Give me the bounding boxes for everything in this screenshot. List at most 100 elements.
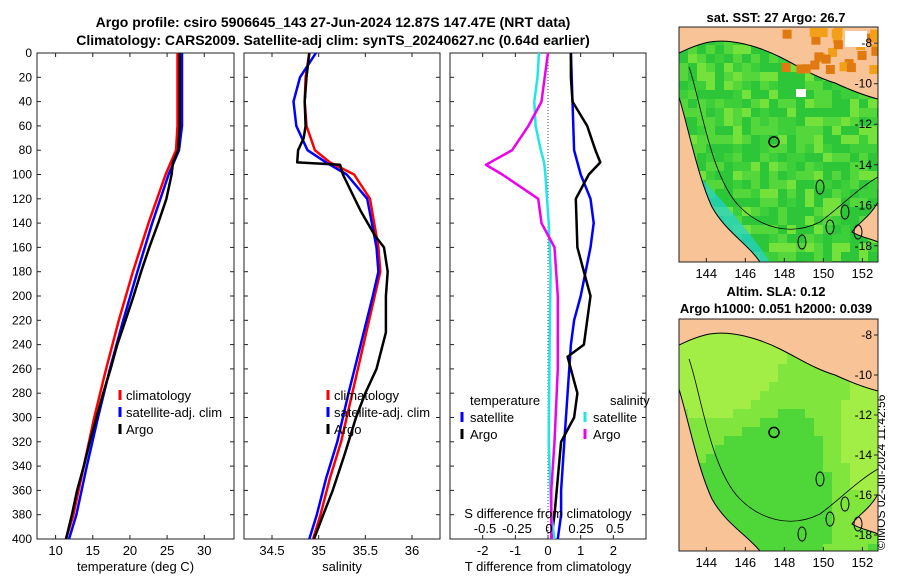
- lon-tick-label: 152: [852, 266, 874, 281]
- sea-cell: [760, 135, 769, 144]
- sea-cell: [796, 445, 805, 454]
- sea-cell: [706, 382, 715, 391]
- sea-cell: [751, 463, 760, 472]
- sea-cell: [751, 427, 760, 436]
- sea-cell: [841, 436, 850, 445]
- sea-cell: [868, 189, 877, 198]
- sea-cell: [796, 126, 805, 135]
- sea-cell: [769, 418, 778, 427]
- sea-cell: [787, 535, 796, 544]
- lat-tick-label: -10: [855, 368, 873, 382]
- sea-cell: [787, 126, 796, 135]
- sea-cell: [841, 243, 850, 252]
- sea-cell: [769, 391, 778, 400]
- sea-cell: [706, 481, 715, 490]
- sea-cell: [823, 373, 832, 382]
- sea-cell: [769, 153, 778, 162]
- sea-cell: [724, 382, 733, 391]
- sea-cell: [814, 373, 823, 382]
- sea-cell: [751, 391, 760, 400]
- sea-cell: [814, 499, 823, 508]
- sea-cell: [733, 108, 742, 117]
- y-tick-label: 20: [19, 70, 33, 84]
- sea-cell: [823, 162, 832, 171]
- lon-tick-label: 146: [734, 266, 756, 281]
- missing-data: [796, 89, 806, 97]
- sea-cell: [850, 144, 859, 153]
- sea-cell: [796, 234, 805, 243]
- sea-cell: [697, 81, 706, 90]
- sea-cell: [742, 90, 751, 99]
- sea-cell: [805, 180, 814, 189]
- legend-group-title: salinity: [610, 393, 650, 408]
- sea-cell: [850, 198, 859, 207]
- sea-cell: [814, 225, 823, 234]
- sea-cell: [841, 225, 850, 234]
- sea-cell: [724, 418, 733, 427]
- sea-cell: [742, 207, 751, 216]
- sea-cell: [814, 207, 823, 216]
- sea-cell: [778, 409, 787, 418]
- sea-cell: [814, 409, 823, 418]
- sea-cell: [760, 508, 769, 517]
- sea-cell: [733, 499, 742, 508]
- y-tick-label: 400: [12, 532, 32, 546]
- sea-cell: [679, 99, 688, 108]
- warm-patch: [818, 28, 828, 38]
- sea-cell: [697, 454, 706, 463]
- sea-cell: [742, 180, 751, 189]
- sea-cell: [724, 508, 733, 517]
- sea-cell: [832, 144, 841, 153]
- sea-cell: [778, 517, 787, 526]
- sea-cell: [796, 526, 805, 535]
- sea-cell: [733, 135, 742, 144]
- x-tick-label: -1: [510, 543, 522, 558]
- x-tick-label: 35: [311, 543, 325, 558]
- sea-cell: [697, 463, 706, 472]
- sea-cell: [832, 216, 841, 225]
- sea-cell: [823, 180, 832, 189]
- sea-cell: [751, 117, 760, 126]
- sea-cell: [706, 418, 715, 427]
- sea-cell: [859, 445, 868, 454]
- sea-cell: [751, 373, 760, 382]
- sea-cell: [787, 472, 796, 481]
- sea-cell: [751, 54, 760, 63]
- sea-cell: [832, 517, 841, 526]
- sea-cell: [814, 463, 823, 472]
- lat-tick-label: -18: [855, 528, 873, 542]
- sea-cell: [724, 81, 733, 90]
- sea-cell: [859, 108, 868, 117]
- sea-cell: [805, 252, 814, 261]
- sea-cell: [733, 355, 742, 364]
- sea-cell: [760, 463, 769, 472]
- sea-cell: [751, 400, 760, 409]
- lat-tick-label: -8: [861, 328, 872, 342]
- sea-cell: [715, 99, 724, 108]
- sea-cell: [814, 108, 823, 117]
- sea-cell: [751, 454, 760, 463]
- sea-cell: [778, 508, 787, 517]
- sea-cell: [688, 355, 697, 364]
- sea-cell: [805, 225, 814, 234]
- sea-cell: [778, 180, 787, 189]
- sea-cell: [715, 346, 724, 355]
- sea-cell: [805, 526, 814, 535]
- sea-cell: [859, 409, 868, 418]
- sea-cell: [832, 544, 841, 551]
- sea-cell: [841, 117, 850, 126]
- sea-cell: [778, 418, 787, 427]
- warm-patch: [809, 27, 819, 37]
- sea-cell: [715, 499, 724, 508]
- sea-cell: [796, 72, 805, 81]
- sea-cell: [751, 517, 760, 526]
- sea-cell: [697, 373, 706, 382]
- sea-cell: [769, 162, 778, 171]
- sea-cell: [742, 454, 751, 463]
- sea-cell: [859, 99, 868, 108]
- sea-cell: [850, 153, 859, 162]
- sea-cell: [751, 45, 760, 54]
- sea-cell: [742, 391, 751, 400]
- y-tick-label: 60: [19, 119, 33, 133]
- legend-label: satellite: [593, 410, 637, 425]
